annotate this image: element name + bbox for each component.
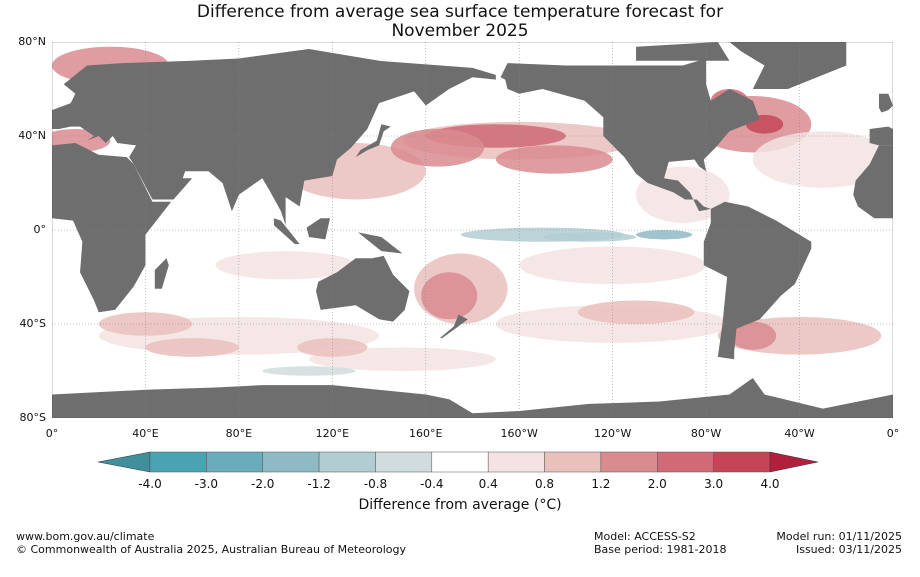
lon-label: 0° xyxy=(45,427,59,440)
lat-label: 0° xyxy=(33,223,47,236)
lon-label: 160°E xyxy=(409,427,443,440)
anomaly-region xyxy=(145,338,239,357)
anomaly-region xyxy=(577,300,695,324)
land-mask xyxy=(52,42,893,418)
anomaly-region xyxy=(421,272,478,320)
colorbar-tick-label: -0.4 xyxy=(420,477,444,491)
colorbar-tick-label: 0.8 xyxy=(534,477,555,491)
colorbar-tick-label: 0.4 xyxy=(478,477,498,491)
colorbar-bin xyxy=(657,451,714,473)
colorbar-bin xyxy=(318,451,376,473)
footer-model: Model: ACCESS-S2 xyxy=(594,530,696,543)
anomaly-region xyxy=(519,246,707,285)
footer-base-period: Base period: 1981-2018 xyxy=(594,543,727,556)
landmass-africa_w xyxy=(853,145,893,219)
lon-label: 120°E xyxy=(315,427,350,440)
lon-label: 80°W xyxy=(690,427,722,440)
lat-label: 80°N xyxy=(18,35,46,48)
landmass-madagascar xyxy=(154,258,169,289)
landmass-antarctica xyxy=(52,378,893,418)
colorbar-bin xyxy=(375,451,433,473)
landmass-samerica xyxy=(703,201,812,360)
landmass-sumatra xyxy=(273,218,300,245)
lat-label: 80°S xyxy=(19,411,46,424)
lat-label: 40°N xyxy=(18,129,46,142)
landmass-nz xyxy=(439,314,468,339)
footer-copyright: © Commonwealth of Australia 2025, Austra… xyxy=(16,543,406,556)
landmass-africa_e xyxy=(52,143,172,313)
colorbar-bin xyxy=(713,451,771,473)
gridlines xyxy=(52,42,893,418)
colorbar-bin xyxy=(149,451,207,473)
lon-label: 160°W xyxy=(500,427,538,440)
footer-model-run: Model run: 01/11/2025 xyxy=(776,530,902,543)
colorbar-bin xyxy=(262,451,320,473)
colorbar-tick-label: 3.0 xyxy=(704,477,724,491)
landmass-eurasia xyxy=(52,49,496,226)
lon-label: 40°E xyxy=(132,427,159,440)
anomaly-region xyxy=(390,128,485,167)
landmass-iberia xyxy=(869,126,893,146)
anomaly-region xyxy=(729,321,777,350)
lon-label: 40°W xyxy=(784,427,815,440)
colorbar-bin xyxy=(206,451,263,473)
colorbar-tick-label: -4.0 xyxy=(138,477,162,491)
colorbar-tick-label: -3.0 xyxy=(194,477,219,491)
colorbar-bin xyxy=(487,451,545,473)
colorbar-tick-label: -0.8 xyxy=(363,477,388,491)
colorbar-over-triangle xyxy=(769,451,819,473)
anomaly-region xyxy=(752,131,893,188)
landmass-uk xyxy=(878,93,893,113)
lon-label: 0° xyxy=(886,427,900,440)
landmass-japan xyxy=(355,124,391,158)
colorbar-under-triangle xyxy=(97,451,151,473)
anomaly-region xyxy=(542,232,637,242)
anomaly-region xyxy=(262,366,356,376)
anomaly-region xyxy=(297,338,368,357)
colorbar-bin xyxy=(544,451,602,473)
landmass-australia xyxy=(315,255,410,322)
lon-label: 80°E xyxy=(225,427,253,440)
colorbar-bin xyxy=(600,451,658,473)
landmass-arctic_is xyxy=(636,42,730,61)
colorbar-tick-label: -2.0 xyxy=(251,477,275,491)
colorbar-label: Difference from average (°C) xyxy=(358,497,562,513)
colorbar-bin xyxy=(431,451,489,473)
landmass-namerica xyxy=(500,58,760,212)
colorbar-tick-label: 2.0 xyxy=(647,477,667,491)
landmass-borneo xyxy=(306,218,330,240)
footer-url[interactable]: www.bom.gov.au/climate xyxy=(16,530,155,543)
colorbar-tick-label: 1.2 xyxy=(591,477,611,491)
footer-issued: Issued: 03/11/2025 xyxy=(795,543,902,556)
landmass-newguinea xyxy=(358,232,403,254)
sst-anomaly-map xyxy=(52,42,893,418)
anomaly-region xyxy=(215,251,356,280)
anomaly-region xyxy=(495,145,613,174)
lat-label: 40°S xyxy=(19,317,46,330)
map-title-line1: Difference from average sea surface temp… xyxy=(196,2,724,22)
lon-label: 120°W xyxy=(593,427,632,440)
colorbar-tick-label: -1.2 xyxy=(307,477,331,491)
colorbar-tick-label: 4.0 xyxy=(760,477,780,491)
landmass-greenland xyxy=(729,42,847,89)
map-title-line2: November 2025 xyxy=(391,21,529,41)
colorbar xyxy=(97,451,819,473)
anomaly-region xyxy=(636,230,693,240)
